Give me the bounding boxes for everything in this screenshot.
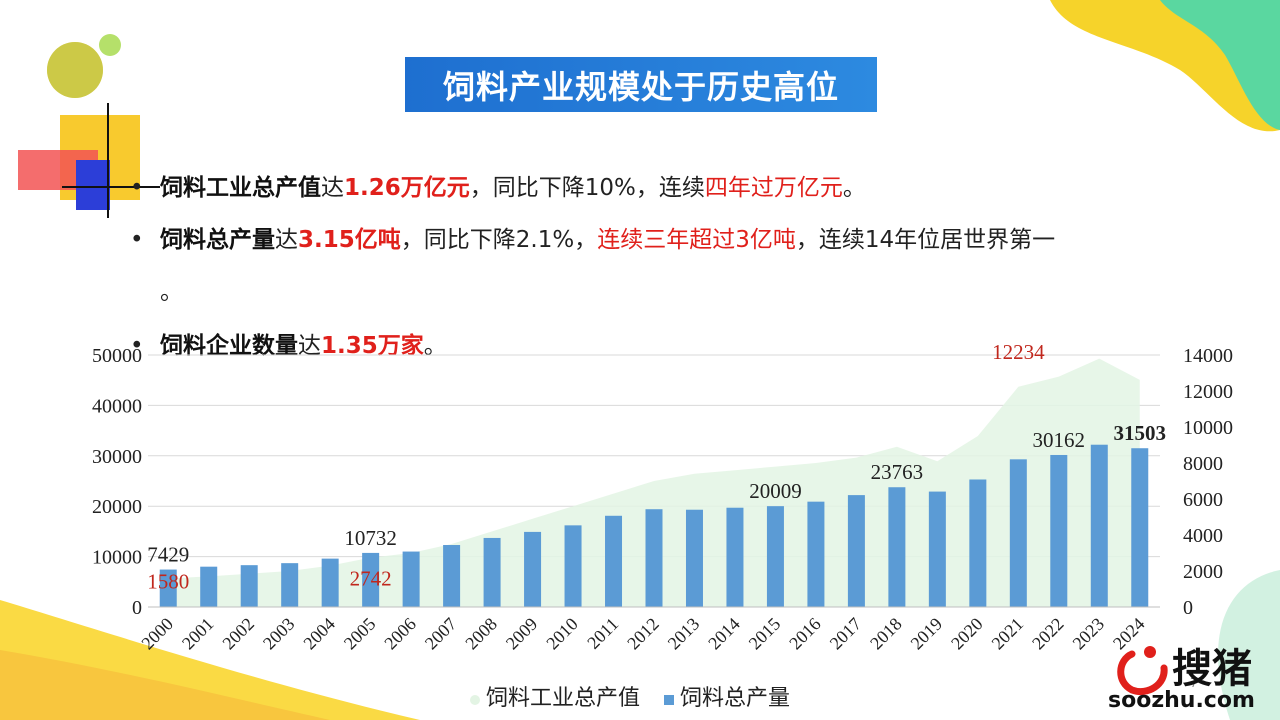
y-left-tick: 30000: [92, 446, 142, 468]
soozhu-logo-icon: [1117, 646, 1168, 695]
y-left-tick: 20000: [92, 496, 142, 518]
bar-2022: [1050, 454, 1068, 607]
x-tick-2015: 2015: [745, 614, 785, 654]
x-tick-2006: 2006: [380, 614, 420, 654]
data-labels: 7429 10732 20009 23763 30162 31503 1580 2742 122…: [147, 340, 1167, 594]
x-tick-2008: 2008: [461, 614, 501, 654]
bar-label-2018: 23763: [871, 460, 924, 484]
x-tick-2003: 2003: [259, 614, 299, 654]
x-tick-2019: 2019: [907, 614, 947, 654]
bar-2019: [928, 491, 946, 607]
x-tick-2004: 2004: [299, 614, 339, 654]
x-tick-2009: 2009: [502, 614, 542, 654]
bar-2012: [645, 509, 663, 607]
bar-2007: [443, 545, 461, 607]
x-tick-2005: 2005: [340, 614, 380, 654]
y-left-tick: 40000: [92, 395, 142, 417]
bar-2005: [362, 552, 380, 607]
feed-industry-chart: 0100002000030000400005000002000400060008…: [92, 340, 1233, 654]
x-tick-2000: 2000: [137, 614, 177, 654]
top-right-decoration: [1050, 0, 1280, 132]
bottom-left-decoration: [0, 600, 420, 720]
legend-bar-swatch: [664, 695, 675, 705]
bar-2010: [564, 525, 582, 607]
y-right-tick: 14000: [1183, 345, 1233, 367]
y-right-tick: 12000: [1183, 381, 1233, 403]
x-tick-2012: 2012: [623, 614, 663, 654]
y-right-tick: 2000: [1183, 561, 1223, 583]
x-tick-2022: 2022: [1028, 614, 1068, 654]
bar-label-2024: 31503: [1114, 421, 1167, 445]
y-left-tick: 0: [132, 597, 142, 619]
area-label-2021: 12234: [992, 340, 1045, 364]
bar-2006: [402, 551, 420, 607]
bar-2024: [1131, 448, 1149, 607]
bottom-right-decoration: [1218, 570, 1280, 720]
y-right-tick: 8000: [1183, 453, 1223, 475]
x-tick-2007: 2007: [421, 614, 461, 654]
x-tick-2014: 2014: [704, 614, 744, 654]
bar-label-2015: 20009: [749, 479, 802, 503]
y-left-tick: 50000: [92, 345, 142, 367]
bar-2001: [200, 566, 218, 607]
bar-2020: [969, 479, 987, 607]
bar-2013: [685, 509, 703, 607]
x-tick-2023: 2023: [1069, 614, 1109, 654]
y-right-tick: 0: [1183, 597, 1193, 619]
bar-2004: [321, 558, 339, 607]
logo-chinese-text: 搜猪: [1172, 645, 1252, 692]
x-tick-2018: 2018: [866, 614, 906, 654]
legend-bar: 饲料总产量: [664, 680, 790, 712]
bar-2018: [888, 487, 906, 607]
page-title: 饲料产业规模处于历史高位: [405, 57, 877, 112]
bar-2008: [483, 537, 501, 607]
area-label-2005: 2742: [350, 567, 392, 591]
bar-2002: [240, 565, 258, 607]
bar-2014: [726, 507, 744, 607]
bar-2017: [847, 495, 865, 607]
x-tick-2021: 2021: [988, 614, 1028, 654]
x-tick-2011: 2011: [583, 614, 622, 653]
page-number: 7: [1190, 676, 1198, 690]
y-left-tick: 10000: [92, 547, 142, 569]
legend-area-swatch: [470, 695, 480, 705]
bar-series: [159, 444, 1149, 607]
y-right-tick: 6000: [1183, 489, 1223, 511]
chart-legend: 饲料工业总产值 饲料总产量: [470, 680, 790, 712]
logo-url-text: soozhu.com: [1108, 688, 1255, 713]
area-label-2000: 1580: [147, 570, 189, 594]
bar-label-2022: 30162: [1033, 428, 1086, 452]
top-left-decoration: [18, 34, 160, 218]
bar-2016: [807, 501, 825, 607]
x-tick-2020: 2020: [947, 614, 987, 654]
bar-2003: [281, 563, 299, 607]
bar-2015: [766, 506, 784, 607]
bar-2023: [1090, 444, 1108, 607]
x-tick-2016: 2016: [785, 614, 825, 654]
bar-label-2005: 10732: [344, 526, 397, 550]
y-right-tick: 4000: [1183, 525, 1223, 547]
bar-2000: [159, 569, 177, 607]
bar-2021: [1009, 459, 1027, 607]
bullet-output-volume-end: 。: [160, 279, 183, 305]
x-tick-2017: 2017: [826, 614, 866, 654]
bar-2009: [524, 531, 542, 607]
y-right-tick: 10000: [1183, 417, 1233, 439]
x-tick-2010: 2010: [542, 614, 582, 654]
bullet-output-value: • 饲料工业总产值达1.26万亿元，同比下降10%，连续四年过万亿元。: [130, 175, 866, 201]
legend-area: 饲料工业总产值: [470, 680, 640, 712]
bar-label-2000: 7429: [147, 543, 189, 567]
x-tick-2013: 2013: [664, 614, 704, 654]
bar-2011: [605, 515, 623, 607]
x-tick-2002: 2002: [218, 614, 258, 654]
bullet-output-volume: • 饲料总产量达3.15亿吨，同比下降2.1%，连续三年超过3亿吨，连续14年位居…: [130, 227, 1056, 253]
x-tick-2001: 2001: [178, 614, 218, 654]
